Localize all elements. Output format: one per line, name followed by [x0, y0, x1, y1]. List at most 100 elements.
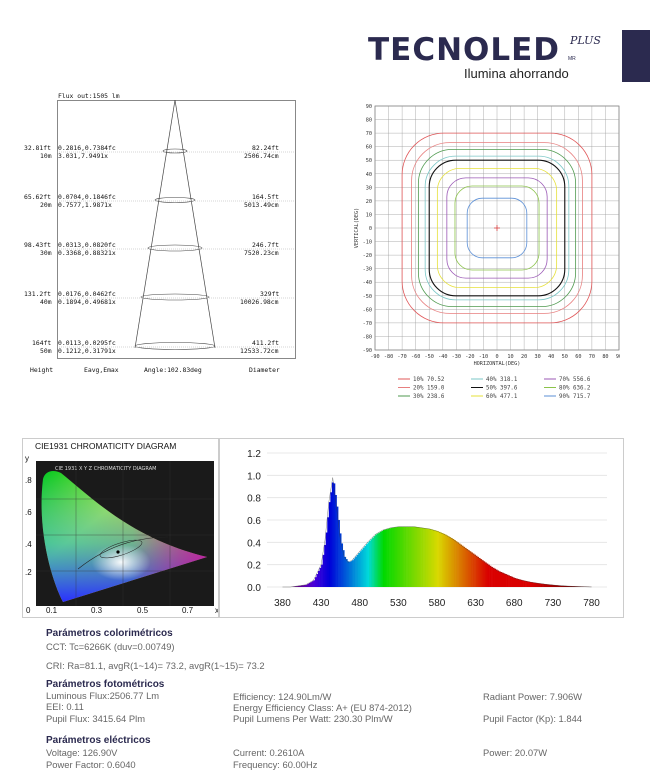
spectrum-bar: [535, 582, 538, 587]
spectrum-bar: [389, 528, 391, 587]
iso-ytick: -30: [363, 267, 372, 273]
footer-height: Height: [30, 366, 54, 374]
iso-xtick: 70: [589, 354, 595, 360]
cie-ytick-3: .2: [25, 568, 32, 577]
spectrum-bar: [512, 577, 515, 587]
energy-class: Energy Efficiency Class: A+ (EU 874-2012…: [233, 702, 412, 713]
spectrum-bar: [515, 578, 518, 587]
spectrum-bar: [401, 526, 404, 587]
spectrum-bar: [457, 542, 459, 587]
spectrum-bar: [322, 554, 325, 587]
spectrum-bar: [307, 583, 310, 587]
spectrum-bar: [548, 584, 551, 587]
iso-ytick: -60: [363, 307, 372, 313]
iso-ytick: 90: [366, 104, 372, 110]
spectrum-bar: [532, 582, 535, 587]
spectrum-bar: [341, 543, 344, 587]
spectrum-bar: [328, 502, 331, 587]
spectrum-bar: [440, 532, 442, 587]
spectrum-bar: [501, 572, 504, 587]
cie-ytick-0: .8: [25, 476, 32, 485]
spectrum-bar: [540, 583, 543, 587]
row2-e-lx: 0.7577,1.9871x: [58, 201, 112, 209]
spectrum-bar: [413, 526, 416, 587]
spectrum-bar: [443, 533, 446, 587]
spectrum-bar: [452, 538, 455, 587]
spectrum-bar: [539, 583, 541, 587]
spectrum-bar: [450, 538, 453, 587]
iso-xtick: 10: [507, 354, 513, 360]
pupil-factor: Pupil Factor (Kp): 1.844: [483, 713, 583, 724]
spectrum-bar: [347, 561, 350, 587]
spectrum-bar: [345, 559, 348, 587]
iso-ytick: 0: [369, 226, 372, 232]
iso-contour-3: [417, 148, 577, 308]
iso-contour-9: [466, 197, 528, 259]
spectrum-bar: [367, 542, 370, 587]
row2-e-fc: 0.0704,0.1846fc: [58, 193, 116, 201]
spectrum-ytick: 1.0: [247, 471, 261, 482]
spectrum-bar: [392, 527, 395, 587]
pupil-flux: Pupil Flux: 3415.64 Plm: [46, 713, 146, 724]
spectrum-bar: [364, 545, 367, 587]
flux-label: Flux out:1505 lm: [58, 92, 120, 100]
iso-contour-7: [446, 177, 548, 279]
spectrum-bar: [321, 564, 323, 587]
row5-diam-cm: 12533.72cm: [240, 347, 279, 355]
eei-value: EEI: 0.11: [46, 701, 84, 712]
spectrum-bar: [386, 529, 388, 587]
spectrum-bar: [420, 527, 422, 587]
cie-title: CIE1931 CHROMATICITY DIAGRAM: [35, 441, 176, 451]
spectrum-chart: 0.0 0.2 0.4 0.6 0.8 1.0 1.2 380 430 480 530 580 630 6…: [247, 449, 607, 609]
spectrum-bar: [438, 531, 441, 587]
spectrum-bar: [418, 527, 421, 587]
iso-legend-item: 40% 318.1: [486, 377, 518, 383]
spectrum-bar: [546, 584, 549, 587]
spectrum-bar: [545, 584, 548, 587]
spectrum-bar: [435, 530, 438, 587]
spectrum-bar: [399, 526, 402, 587]
photometric-title: Parámetros fotométricos: [46, 679, 165, 690]
spectrum-bar: [454, 540, 456, 587]
iso-xtick: 40: [548, 354, 554, 360]
iso-chart-svg: -90-90-80-80-70-70-60-60-50-50-40-40-30-…: [354, 104, 620, 400]
spectrum-bar: [441, 533, 444, 587]
beam-cone: [57, 99, 294, 350]
iso-contour-4: [424, 155, 570, 301]
spectrum-bar: [542, 583, 544, 587]
iso-xlabel: HORIZONTAL(DEG): [474, 361, 521, 367]
spectrum-bar: [379, 531, 382, 587]
iso-contour-6: [436, 167, 558, 289]
spectrum-bar: [517, 578, 520, 587]
frequency: Frequency: 60.00Hz: [233, 759, 318, 770]
iso-ytick: 50: [366, 158, 372, 164]
spectrum-bar: [365, 544, 368, 587]
spectrum-xtick: 380: [274, 598, 291, 609]
iso-xtick: 50: [562, 354, 568, 360]
pupil-lumens-per-watt: Pupil Lumens Per Watt: 230.30 Plm/W: [233, 713, 393, 724]
iso-xtick: -60: [411, 354, 420, 360]
electrical-title: Parámetros eléctricos: [46, 735, 151, 746]
iso-legend-item: 30% 238.6: [413, 394, 445, 400]
planckian-locus: [77, 536, 169, 570]
spectrum-bar: [352, 560, 354, 587]
row3-diam-cm: 7520.23cm: [244, 249, 279, 257]
row1-e-fc: 0.2816,0.7384fc: [58, 144, 116, 152]
iso-xtick: -20: [465, 354, 474, 360]
spectrum-bar: [464, 547, 467, 587]
spectrum-bar: [302, 585, 305, 587]
spectrum-bar: [455, 541, 458, 587]
spectrum-bar: [393, 527, 396, 587]
spectrum-xtick: 430: [313, 598, 330, 609]
spectrum-xtick: 580: [429, 598, 446, 609]
iso-ytick: 10: [366, 212, 372, 218]
spectrum-bar: [308, 582, 311, 587]
spectrum-bar: [409, 526, 412, 587]
voltage: Voltage: 126.90V: [46, 747, 118, 758]
spectrum-bar: [339, 533, 342, 587]
iso-xtick: -90: [370, 354, 379, 360]
row2-height-m: 20m: [40, 201, 52, 209]
spectrum-bar: [404, 526, 407, 587]
spectrum-xtick: 730: [545, 598, 562, 609]
spectrum-bar: [506, 574, 509, 587]
